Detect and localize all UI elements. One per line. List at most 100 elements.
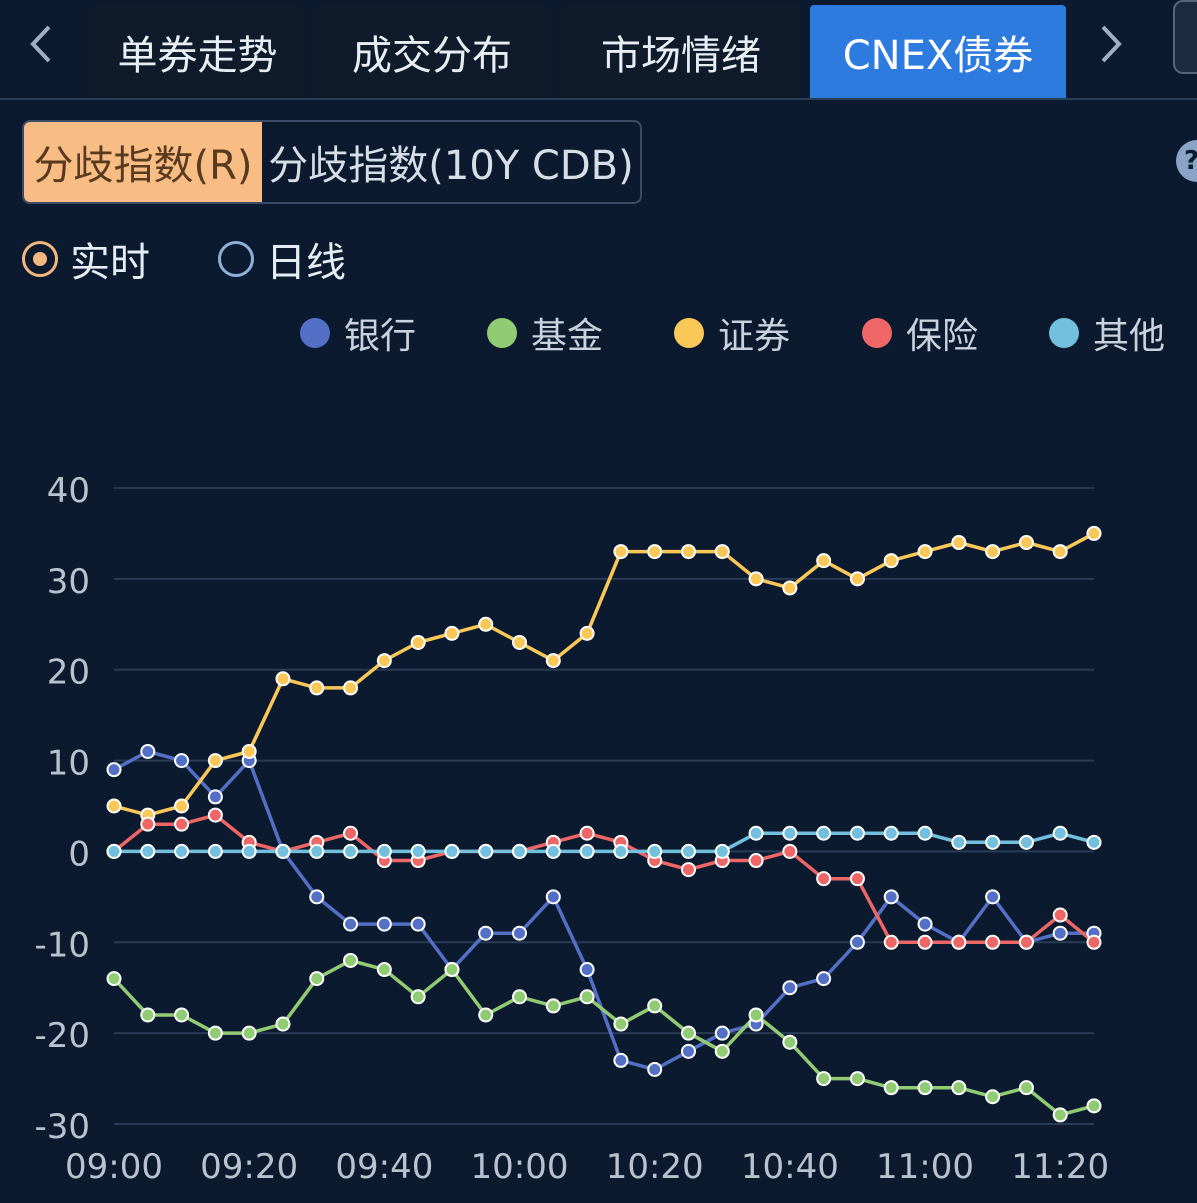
data-point[interactable] [140, 1007, 156, 1023]
data-point[interactable] [140, 843, 156, 859]
data-point[interactable] [883, 553, 899, 569]
data-point[interactable] [478, 843, 494, 859]
data-point[interactable] [782, 980, 798, 996]
data-point[interactable] [275, 671, 291, 687]
data-point[interactable] [275, 843, 291, 859]
data-point[interactable] [1052, 907, 1068, 923]
data-point[interactable] [106, 843, 122, 859]
data-point[interactable] [376, 853, 392, 869]
data-point[interactable] [782, 1034, 798, 1050]
data-point[interactable] [275, 843, 291, 859]
data-point[interactable] [849, 871, 865, 887]
data-point[interactable] [1086, 934, 1102, 950]
data-point[interactable] [174, 843, 190, 859]
data-point[interactable] [748, 571, 764, 587]
radio-realtime[interactable]: 实时 [22, 236, 150, 286]
data-point[interactable] [140, 743, 156, 759]
data-point[interactable] [714, 1043, 730, 1059]
data-point[interactable] [714, 853, 730, 869]
data-point[interactable] [1052, 544, 1068, 560]
data-point[interactable] [782, 843, 798, 859]
data-point[interactable] [680, 1025, 696, 1041]
data-point[interactable] [241, 753, 257, 769]
data-point[interactable] [275, 843, 291, 859]
tab-prev-button[interactable] [0, 0, 80, 98]
data-point[interactable] [647, 1061, 663, 1077]
data-point[interactable] [309, 680, 325, 696]
data-point[interactable] [343, 952, 359, 968]
data-point[interactable] [512, 925, 528, 941]
data-point[interactable] [680, 843, 696, 859]
legend-item-fund[interactable]: 基金 [487, 308, 603, 358]
data-point[interactable] [985, 934, 1001, 950]
data-point[interactable] [1052, 1107, 1068, 1123]
data-point[interactable] [647, 998, 663, 1014]
data-point[interactable] [207, 843, 223, 859]
data-point[interactable] [478, 616, 494, 632]
data-point[interactable] [410, 853, 426, 869]
data-point[interactable] [816, 871, 832, 887]
data-point[interactable] [951, 934, 967, 950]
data-point[interactable] [376, 843, 392, 859]
data-point[interactable] [174, 753, 190, 769]
data-point[interactable] [579, 962, 595, 978]
data-point[interactable] [241, 843, 257, 859]
data-point[interactable] [951, 834, 967, 850]
data-point[interactable] [1018, 934, 1034, 950]
tab-trade-distribution[interactable]: 成交分布 [313, 5, 551, 98]
data-point[interactable] [207, 789, 223, 805]
data-point[interactable] [647, 843, 663, 859]
data-point[interactable] [444, 843, 460, 859]
data-point[interactable] [444, 843, 460, 859]
data-point[interactable] [917, 934, 933, 950]
data-point[interactable] [647, 853, 663, 869]
data-point[interactable] [512, 634, 528, 650]
data-point[interactable] [545, 834, 561, 850]
data-point[interactable] [579, 625, 595, 641]
data-point[interactable] [883, 825, 899, 841]
data-point[interactable] [241, 1025, 257, 1041]
data-point[interactable] [376, 653, 392, 669]
data-point[interactable] [849, 571, 865, 587]
segment-divergence-10y-cdb[interactable]: 分歧指数(10Y CDB) [268, 143, 634, 189]
data-point[interactable] [376, 962, 392, 978]
data-point[interactable] [444, 625, 460, 641]
data-point[interactable] [680, 862, 696, 878]
data-point[interactable] [613, 1052, 629, 1068]
data-point[interactable] [140, 816, 156, 832]
data-point[interactable] [106, 762, 122, 778]
data-point[interactable] [410, 916, 426, 932]
tab-next-button[interactable] [1072, 0, 1152, 98]
segment-divergence-r[interactable]: 分歧指数(R) [24, 122, 262, 202]
data-point[interactable] [579, 825, 595, 841]
legend-item-insurance[interactable]: 保险 [862, 308, 978, 358]
data-point[interactable] [917, 825, 933, 841]
tab-market-sentiment[interactable]: 市场情绪 [561, 5, 801, 98]
data-point[interactable] [140, 807, 156, 823]
data-point[interactable] [1086, 925, 1102, 941]
data-point[interactable] [241, 743, 257, 759]
data-point[interactable] [1086, 1098, 1102, 1114]
data-point[interactable] [410, 843, 426, 859]
data-point[interactable] [207, 753, 223, 769]
data-point[interactable] [714, 544, 730, 560]
data-point[interactable] [816, 553, 832, 569]
data-point[interactable] [343, 680, 359, 696]
data-point[interactable] [1052, 925, 1068, 941]
data-point[interactable] [106, 843, 122, 859]
data-point[interactable] [1018, 934, 1034, 950]
data-point[interactable] [545, 998, 561, 1014]
data-point[interactable] [174, 816, 190, 832]
data-point[interactable] [343, 843, 359, 859]
data-point[interactable] [275, 1016, 291, 1032]
legend-item-bank[interactable]: 银行 [300, 308, 416, 358]
data-point[interactable] [917, 1080, 933, 1096]
data-point[interactable] [512, 843, 528, 859]
data-point[interactable] [849, 934, 865, 950]
data-point[interactable] [985, 1089, 1001, 1105]
radio-daily[interactable]: 日线 [218, 236, 346, 286]
data-point[interactable] [309, 843, 325, 859]
data-point[interactable] [917, 916, 933, 932]
data-point[interactable] [748, 1007, 764, 1023]
data-point[interactable] [174, 798, 190, 814]
